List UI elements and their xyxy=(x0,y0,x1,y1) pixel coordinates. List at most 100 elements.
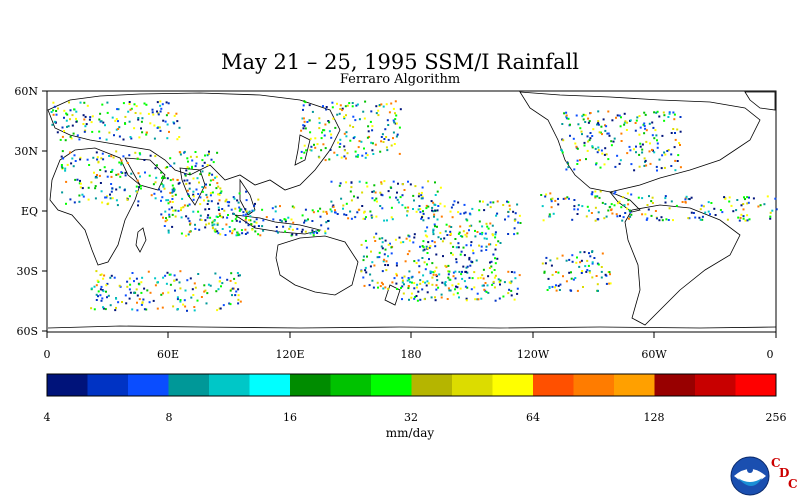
rain-cell xyxy=(331,101,334,104)
rain-cell xyxy=(133,292,136,294)
logo-letter-d: D xyxy=(779,466,790,480)
rain-cell xyxy=(704,211,707,214)
rain-cell xyxy=(459,287,462,290)
rain-cell xyxy=(66,125,68,128)
rain-cell xyxy=(383,180,386,183)
rain-cell xyxy=(110,274,113,277)
rain-cell xyxy=(191,288,194,291)
rain-cell xyxy=(78,200,81,203)
rain-cell xyxy=(555,284,557,287)
rain-cell xyxy=(738,219,741,222)
rain-cell xyxy=(129,283,132,286)
rain-cell xyxy=(201,159,204,162)
rain-cell xyxy=(365,271,368,274)
lon-label-60e: 60E xyxy=(157,348,179,361)
rain-cell xyxy=(435,284,438,287)
rain-cell xyxy=(296,227,299,230)
rain-cell xyxy=(489,201,492,204)
rain-cell xyxy=(668,111,671,114)
rain-cell xyxy=(591,146,594,149)
rain-cell xyxy=(304,230,307,233)
rain-cell xyxy=(573,205,576,208)
rain-cell xyxy=(152,113,155,116)
rain-cell xyxy=(634,122,637,124)
rain-cell xyxy=(595,163,597,166)
rain-cell xyxy=(96,174,98,176)
rain-cell xyxy=(66,113,69,116)
rain-cell xyxy=(185,169,188,172)
rain-cell xyxy=(629,149,632,152)
rain-cell xyxy=(102,277,105,280)
rain-cell xyxy=(656,139,658,142)
rain-cell xyxy=(167,229,170,232)
rain-cell xyxy=(573,168,576,171)
rain-cell xyxy=(633,169,636,172)
rain-cell xyxy=(413,236,416,239)
rain-cell xyxy=(386,119,389,122)
rain-cell xyxy=(229,279,232,282)
rain-cell xyxy=(432,228,435,231)
rain-cell xyxy=(452,203,455,206)
rain-cell xyxy=(390,102,393,105)
rain-cell xyxy=(394,122,397,125)
rain-cell xyxy=(324,232,327,235)
rain-cell xyxy=(211,173,214,176)
rain-cell xyxy=(339,108,342,110)
rain-cell xyxy=(626,121,629,124)
rain-cell xyxy=(394,100,397,103)
rain-cell xyxy=(366,255,368,258)
rain-cell xyxy=(396,198,399,201)
rain-cell xyxy=(174,193,177,196)
rain-cell xyxy=(732,210,735,213)
rain-cell xyxy=(605,125,608,128)
rain-cell xyxy=(455,261,458,264)
rain-cell xyxy=(169,200,172,203)
rain-cell xyxy=(192,195,195,198)
rain-cell xyxy=(99,169,102,171)
rain-cell xyxy=(591,276,594,279)
lat-label-30n: 30N xyxy=(14,145,38,158)
rain-cell xyxy=(376,200,378,203)
rain-cell xyxy=(586,205,589,208)
rain-cell xyxy=(253,204,256,207)
rain-cell xyxy=(99,294,102,297)
rain-cell xyxy=(204,186,207,189)
rain-cell xyxy=(83,118,86,121)
rain-cell xyxy=(464,211,467,214)
rain-cell xyxy=(94,197,97,200)
rain-cell xyxy=(345,157,347,160)
rain-cell xyxy=(663,114,666,117)
rain-cell xyxy=(596,283,599,286)
rain-cell xyxy=(136,301,138,304)
rain-cell xyxy=(69,118,71,121)
rain-cell xyxy=(176,298,179,301)
rain-cell xyxy=(746,196,749,199)
rain-cell xyxy=(494,233,497,236)
rain-cell xyxy=(121,301,123,303)
rain-cell xyxy=(370,216,373,219)
rain-cell xyxy=(137,118,140,121)
rain-cell xyxy=(369,265,372,268)
rain-cell xyxy=(565,259,568,262)
rain-cell xyxy=(239,208,242,211)
rain-cell xyxy=(351,102,354,104)
rain-cell xyxy=(481,225,484,228)
rain-cell xyxy=(185,182,188,185)
rain-cell xyxy=(384,128,387,131)
rain-cell xyxy=(620,206,623,209)
rain-cell xyxy=(548,286,551,288)
rain-cell xyxy=(208,172,211,175)
rain-cell xyxy=(486,225,489,228)
map-subtitle: Ferraro Algorithm xyxy=(339,72,461,87)
rain-cell xyxy=(139,112,142,115)
rain-cell xyxy=(102,306,104,309)
rain-cell xyxy=(215,290,218,293)
rain-cell xyxy=(302,117,305,120)
rain-cell xyxy=(413,233,416,236)
rain-cell xyxy=(108,131,111,134)
rain-cell xyxy=(487,227,490,230)
rain-cell xyxy=(65,180,68,183)
rain-cell xyxy=(651,202,654,204)
rain-cell xyxy=(210,200,213,203)
rain-cell xyxy=(410,292,413,295)
